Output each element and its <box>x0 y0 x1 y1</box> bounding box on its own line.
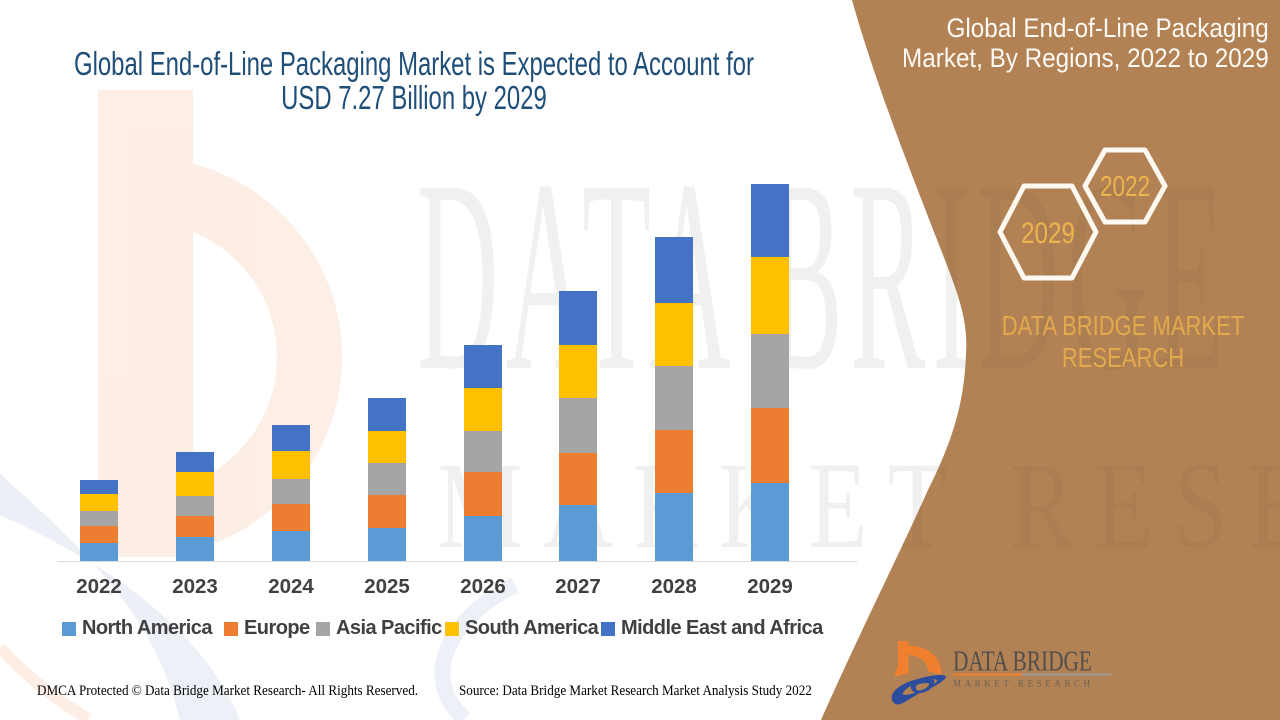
svg-text:2022: 2022 <box>1100 171 1150 203</box>
svg-text:DATA BRIDGE: DATA BRIDGE <box>953 646 1092 678</box>
svg-text:MARKET RESEARCH: MARKET RESEARCH <box>953 679 1091 689</box>
svg-text:2029: 2029 <box>1021 217 1075 250</box>
